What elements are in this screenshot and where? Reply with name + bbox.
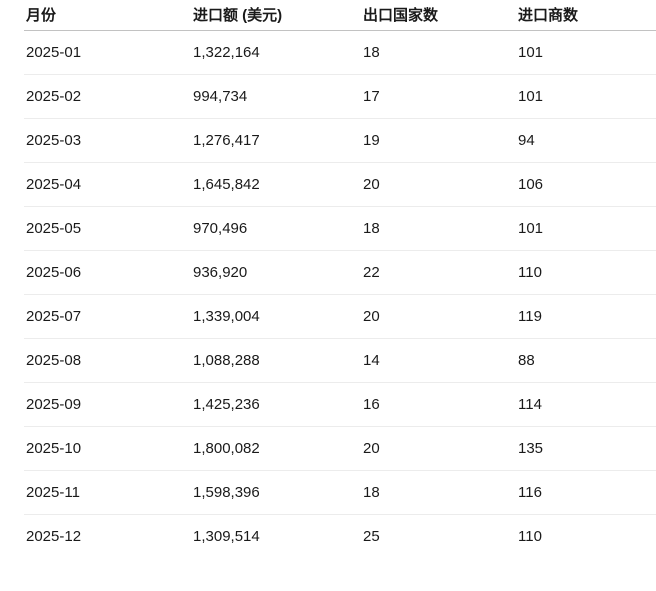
- table-row: 2025-05 970,496 18 101: [24, 206, 656, 251]
- cell-importers: 116: [518, 470, 656, 515]
- cell-import-amount: 1,800,082: [193, 426, 363, 471]
- cell-import-amount: 1,309,514: [193, 527, 260, 545]
- cell-import-amount: 1,322,164: [193, 30, 363, 75]
- cell-month: 2025-11: [24, 470, 193, 515]
- cell-import-amount: 1,339,004: [193, 294, 363, 339]
- monthly-import-stats-table: 月份 进口额 (美元) 出口国家数 进口商数 2025-01 1,322,164 1…: [24, 0, 656, 558]
- cell-import-amount: 936,920: [193, 250, 363, 295]
- cell-export-countries: 18: [363, 30, 518, 75]
- cell-export-countries: 22: [363, 250, 518, 295]
- cell-import-amount: 1,645,842: [193, 162, 363, 207]
- col-header-month: 月份: [24, 0, 193, 31]
- table-header-row: 月份 进口额 (美元) 出口国家数 进口商数: [24, 0, 656, 31]
- cell-import-amount: 1,425,236: [193, 382, 363, 427]
- cell-export-countries: 18: [363, 470, 518, 515]
- table-row: 2025-11 1,598,396 18 116: [24, 470, 656, 515]
- cell-month: 2025-01: [24, 30, 193, 75]
- cell-import-amount: 1,088,288: [193, 338, 363, 383]
- col-header-importers: 进口商数: [518, 0, 656, 31]
- data-table: 月份 进口额 (美元) 出口国家数 进口商数 2025-01 1,322,164 1…: [24, 0, 656, 558]
- cell-month: 2025-09: [24, 382, 193, 427]
- cell-importers: 101: [518, 206, 656, 251]
- cell-export-countries: 20: [363, 162, 518, 207]
- cell-month: 2025-02: [24, 74, 193, 119]
- cell-importers: 88: [518, 338, 656, 383]
- cell-export-countries: 20: [363, 294, 518, 339]
- cell-importers: 110: [518, 250, 656, 295]
- cell-importers: 101: [518, 30, 656, 75]
- cell-import-amount: 1,276,417: [193, 118, 363, 163]
- cell-export-countries: 18: [363, 206, 518, 251]
- cell-month: 2025-04: [24, 162, 193, 207]
- cell-export-countries: 16: [363, 382, 518, 427]
- cell-export-countries: 19: [363, 118, 518, 163]
- cell-month: 2025-06: [24, 250, 193, 295]
- table-row: 2025-06 936,920 22 110: [24, 250, 656, 295]
- cell-importers: 119: [518, 294, 656, 339]
- table-head: 月份 进口额 (美元) 出口国家数 进口商数: [24, 0, 656, 31]
- cell-month: 2025-10: [24, 426, 193, 471]
- cell-month: 2025-08: [24, 338, 193, 383]
- cell-month: 2025-05: [24, 206, 193, 251]
- cell-import-amount: 970,496: [193, 206, 363, 251]
- cell-export-countries: 20: [363, 426, 518, 471]
- table-row: 2025-08 1,088,288 14 88: [24, 338, 656, 383]
- cell-export-countries: 17: [363, 74, 518, 119]
- table-row: 2025-09 1,425,236 16 114: [24, 382, 656, 427]
- cell-importers: 101: [518, 74, 656, 119]
- table-row: 2025-01 1,322,164 18 101: [24, 30, 656, 75]
- cell-month: 2025-03: [24, 118, 193, 163]
- table-row: 2025-10 1,800,082 20 135: [24, 426, 656, 471]
- cell-month: 2025-07: [24, 294, 193, 339]
- cell-export-countries: 14: [363, 338, 518, 383]
- table-body: 2025-01 1,322,164 18 101 2025-02 994,734 17 101…: [24, 30, 656, 558]
- table-row: 2025-02 994,734 17 101: [24, 74, 656, 119]
- table-row: 2025-07 1,339,004 20 119: [24, 294, 656, 339]
- table-row: 2025-12 1,309,514 25 110: [24, 514, 656, 558]
- cell-importers: 135: [518, 426, 656, 471]
- table-row: 2025-03 1,276,417 19 94: [24, 118, 656, 163]
- cell-export-countries: 25: [363, 527, 380, 545]
- table-row: 2025-04 1,645,842 20 106: [24, 162, 656, 207]
- cell-importers: 106: [518, 162, 656, 207]
- col-header-import-amount: 进口额 (美元): [193, 0, 363, 31]
- cell-month: 2025-12: [26, 527, 82, 545]
- cell-importers: 94: [518, 118, 656, 163]
- cell-importers: 114: [518, 382, 656, 427]
- cell-importers: 110: [518, 527, 542, 545]
- col-header-export-countries: 出口国家数: [363, 0, 518, 31]
- cell-import-amount: 994,734: [193, 74, 363, 119]
- cell-import-amount: 1,598,396: [193, 470, 363, 515]
